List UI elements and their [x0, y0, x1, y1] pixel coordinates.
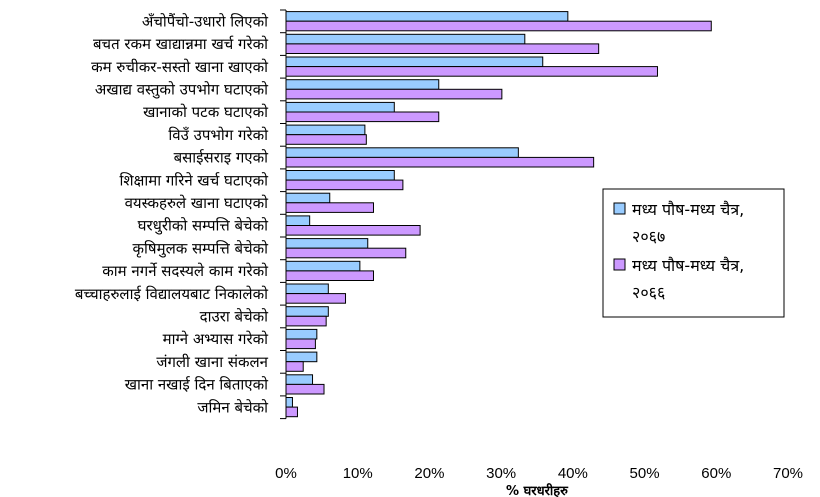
- category-label: अखाद्य वस्तुको उपभोग घटाएको: [95, 80, 269, 99]
- bar-series2: [285, 383, 325, 395]
- legend: मध्य पौष-मध्य चैत्र, २०६७ मध्य पौष-मध्य चै…: [602, 188, 785, 318]
- bar-series1: [285, 56, 544, 68]
- bar-series1: [285, 33, 526, 45]
- category-label: जंगली खाना संकलन: [156, 353, 268, 371]
- bar-series1: [285, 397, 293, 408]
- bar-series2: [285, 361, 304, 372]
- bar-series2: [285, 293, 347, 304]
- bar-series1: [285, 238, 369, 249]
- bar-series1: [285, 79, 440, 90]
- category-label: वयस्कहरुले खाना घटाएको: [125, 194, 270, 212]
- bar-series1: [285, 170, 395, 181]
- x-tick-label: 10%: [343, 465, 373, 482]
- category-label: कम रुचीकर-सस्तो खाना खाएको: [91, 58, 269, 76]
- category-label: खानाको पटक घटाएको: [143, 103, 269, 121]
- bar-series1: [285, 124, 366, 136]
- x-tick-label: 40%: [558, 465, 588, 482]
- bar-series2: [285, 88, 503, 100]
- bar-series1: [285, 260, 361, 272]
- bar-series2: [285, 66, 658, 77]
- category-label: बच्चाहरुलाई विद्यालयबाट निकालेको: [75, 285, 269, 303]
- bar-series2: [285, 406, 298, 418]
- bars-layer: [285, 11, 712, 418]
- axes: 0% 10% 20% 30% 40% 50% 60% 70%: [275, 9, 803, 482]
- bar-series2: [285, 270, 374, 281]
- category-label: बचत रकम खाद्यान्नमा खर्च गरेको: [93, 35, 269, 53]
- bar-series1: [285, 306, 329, 317]
- bar-series2: [285, 179, 404, 191]
- bar-series2: [285, 111, 440, 123]
- bar-series2: [285, 338, 316, 350]
- bar-series2: [285, 225, 421, 236]
- category-label: खाना नखाई दिन बिताएको: [125, 376, 269, 394]
- bar-series2: [285, 315, 327, 327]
- bar-series1: [285, 215, 311, 226]
- category-label: माग्ने अभ्यास गरेको: [163, 330, 269, 348]
- category-label: घरधुरीको सम्पत्ति बेचेको: [138, 217, 269, 236]
- category-label: शिक्षामा गरिने खर्च घटाएको: [120, 171, 270, 189]
- category-label: कृषिमुलक सम्पत्ति बेचेको: [133, 239, 270, 258]
- bar-series2: [285, 43, 600, 55]
- x-tick-label: 20%: [414, 465, 444, 482]
- legend-entry-year: २०६७: [632, 227, 665, 246]
- category-label: बसाईसराइ गएको: [174, 149, 270, 167]
- category-label: विउँ उपभोग गरेको: [168, 126, 269, 144]
- bar-series1: [285, 11, 569, 22]
- category-label: अँचोपैंचो-उधारो लिएको: [142, 12, 269, 30]
- bar-series1: [285, 147, 519, 158]
- bar-series1: [285, 328, 318, 340]
- x-tick-label: 0%: [275, 465, 297, 482]
- category-label: जमिन बेचेको: [197, 398, 269, 416]
- legend-swatch: [613, 258, 626, 271]
- x-tick-label: 50%: [630, 465, 660, 482]
- x-axis-title: % घरधरीहरु: [506, 483, 569, 497]
- x-tick-label: 60%: [701, 465, 731, 482]
- bar-series1: [285, 101, 395, 113]
- bar-series1: [285, 351, 318, 363]
- bar-series2: [285, 247, 407, 259]
- x-tick-label: 30%: [486, 465, 516, 482]
- legend-entry: मध्य पौष-मध्य चैत्र,: [632, 200, 744, 219]
- bar-series1: [285, 283, 329, 295]
- bar-series1: [285, 192, 331, 204]
- legend-entry-year: २०६६: [632, 283, 665, 302]
- category-label: काम नगर्ने सदस्यले काम गरेको: [102, 262, 269, 280]
- bar-series2: [285, 20, 712, 32]
- category-labels: अँचोपैंचो-उधारो लिएको बचत रकम खाद्यान्नमा…: [75, 12, 269, 416]
- bar-series2: [285, 202, 374, 213]
- bar-series2: [285, 134, 367, 145]
- category-label: दाउरा बेचेको: [200, 307, 269, 325]
- bar-series2: [285, 156, 595, 168]
- bar-series1: [285, 374, 314, 385]
- legend-entry: मध्य पौष-मध्य चैत्र,: [632, 256, 744, 275]
- x-tick-label: 70%: [773, 465, 803, 482]
- legend-swatch: [613, 202, 626, 215]
- legend-box: [602, 188, 785, 318]
